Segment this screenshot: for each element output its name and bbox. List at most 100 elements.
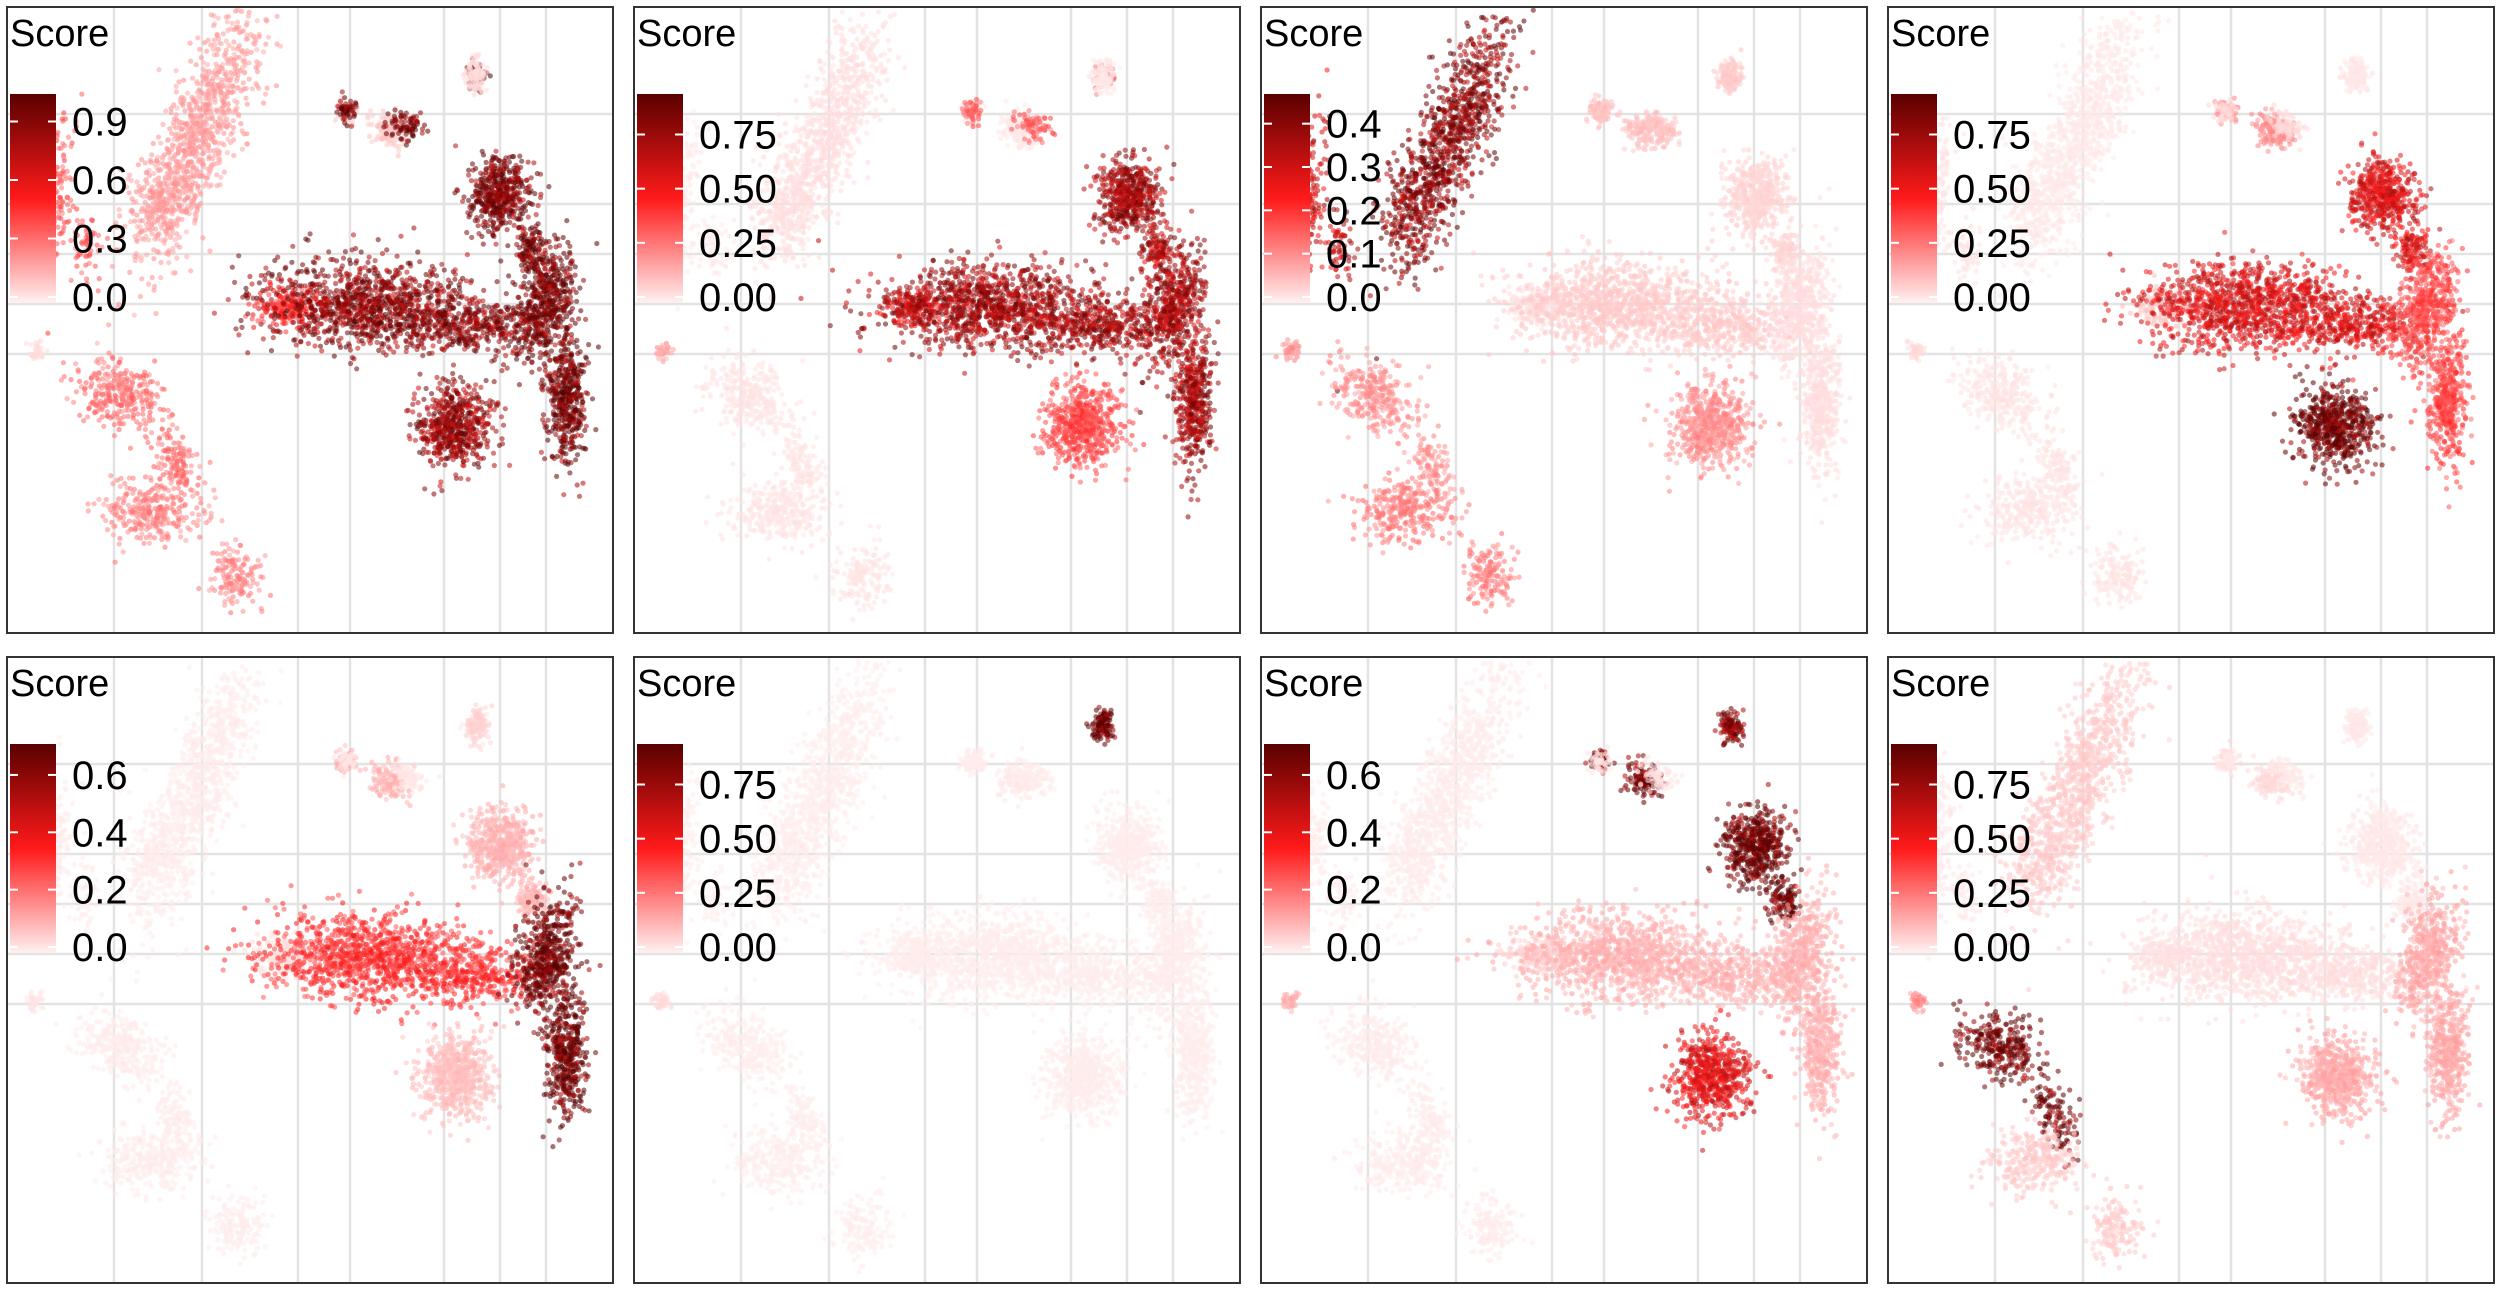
data-point — [202, 480, 208, 486]
data-point — [273, 83, 279, 89]
data-point — [392, 305, 398, 311]
data-point — [478, 170, 484, 176]
data-point — [373, 266, 379, 272]
data-point — [168, 480, 174, 486]
data-point — [421, 345, 427, 351]
data-point — [505, 343, 512, 349]
data-point — [123, 378, 130, 384]
data-point — [131, 486, 137, 492]
data-point — [132, 218, 138, 224]
data-point — [59, 116, 65, 122]
data-point — [138, 522, 144, 528]
data-point — [244, 19, 250, 26]
data-point — [415, 337, 421, 343]
data-point — [378, 333, 384, 339]
data-point — [84, 276, 90, 282]
data-point — [252, 41, 258, 47]
data-point — [238, 29, 244, 35]
data-point — [117, 166, 123, 172]
data-point — [476, 197, 482, 203]
data-point — [172, 180, 178, 186]
data-point — [175, 523, 181, 530]
data-point — [403, 142, 409, 148]
data-point — [104, 413, 110, 419]
data-point — [426, 316, 432, 323]
data-point — [489, 166, 495, 172]
data-point — [110, 532, 116, 538]
data-point — [95, 288, 101, 294]
data-point — [475, 217, 481, 223]
data-point — [224, 150, 230, 156]
data-point — [112, 397, 118, 403]
data-point — [337, 98, 344, 104]
data-point — [131, 312, 137, 318]
data-point — [516, 311, 522, 317]
data-point — [74, 232, 80, 238]
data-point — [75, 253, 81, 259]
data-point — [238, 121, 244, 127]
data-point — [400, 321, 407, 327]
data-point — [126, 190, 132, 196]
data-point — [208, 96, 214, 102]
data-point — [166, 487, 172, 494]
data-point — [526, 269, 532, 275]
data-point — [272, 257, 278, 264]
data-point — [374, 333, 380, 339]
data-point — [354, 366, 360, 372]
data-point — [504, 330, 510, 336]
data-point — [133, 199, 139, 205]
data-point — [137, 375, 143, 381]
data-point — [143, 421, 149, 427]
data-point — [206, 110, 212, 116]
data-point — [234, 598, 240, 605]
data-point — [242, 69, 248, 76]
data-point — [58, 377, 64, 383]
data-point — [227, 588, 233, 594]
data-point — [379, 341, 385, 347]
data-point — [214, 46, 220, 52]
data-point — [481, 303, 487, 309]
data-point — [452, 331, 458, 337]
data-point — [487, 195, 493, 201]
data-point — [28, 341, 34, 347]
data-point — [73, 389, 79, 395]
data-point — [210, 46, 216, 53]
data-point — [142, 160, 148, 166]
data-point — [221, 130, 227, 136]
data-point — [241, 59, 247, 65]
data-point — [243, 85, 249, 92]
data-point — [163, 108, 169, 114]
data-point — [146, 540, 152, 546]
data-point — [95, 248, 101, 254]
data-point — [215, 122, 221, 129]
data-point — [200, 151, 206, 157]
data-point — [163, 188, 170, 194]
data-point — [466, 167, 472, 173]
data-point — [173, 89, 179, 95]
data-point — [136, 383, 142, 389]
data-point — [337, 315, 343, 321]
data-point — [456, 300, 462, 307]
data-point — [135, 496, 141, 502]
data-point — [65, 134, 71, 140]
data-point — [270, 335, 276, 341]
data-point — [85, 508, 91, 514]
data-point — [228, 83, 234, 90]
data-point — [348, 98, 354, 104]
data-point — [412, 437, 418, 443]
data-point — [211, 81, 217, 87]
data-point — [417, 110, 424, 116]
data-point — [357, 269, 363, 275]
data-point — [352, 313, 358, 319]
data-point — [136, 426, 142, 432]
data-point — [116, 207, 122, 213]
data-point — [368, 108, 374, 114]
data-point — [256, 34, 262, 40]
data-point — [483, 319, 489, 325]
data-point — [450, 338, 456, 345]
data-point — [137, 229, 143, 235]
data-point — [212, 119, 218, 125]
data-point — [129, 196, 135, 202]
data-point — [346, 297, 352, 303]
data-point — [146, 490, 153, 496]
